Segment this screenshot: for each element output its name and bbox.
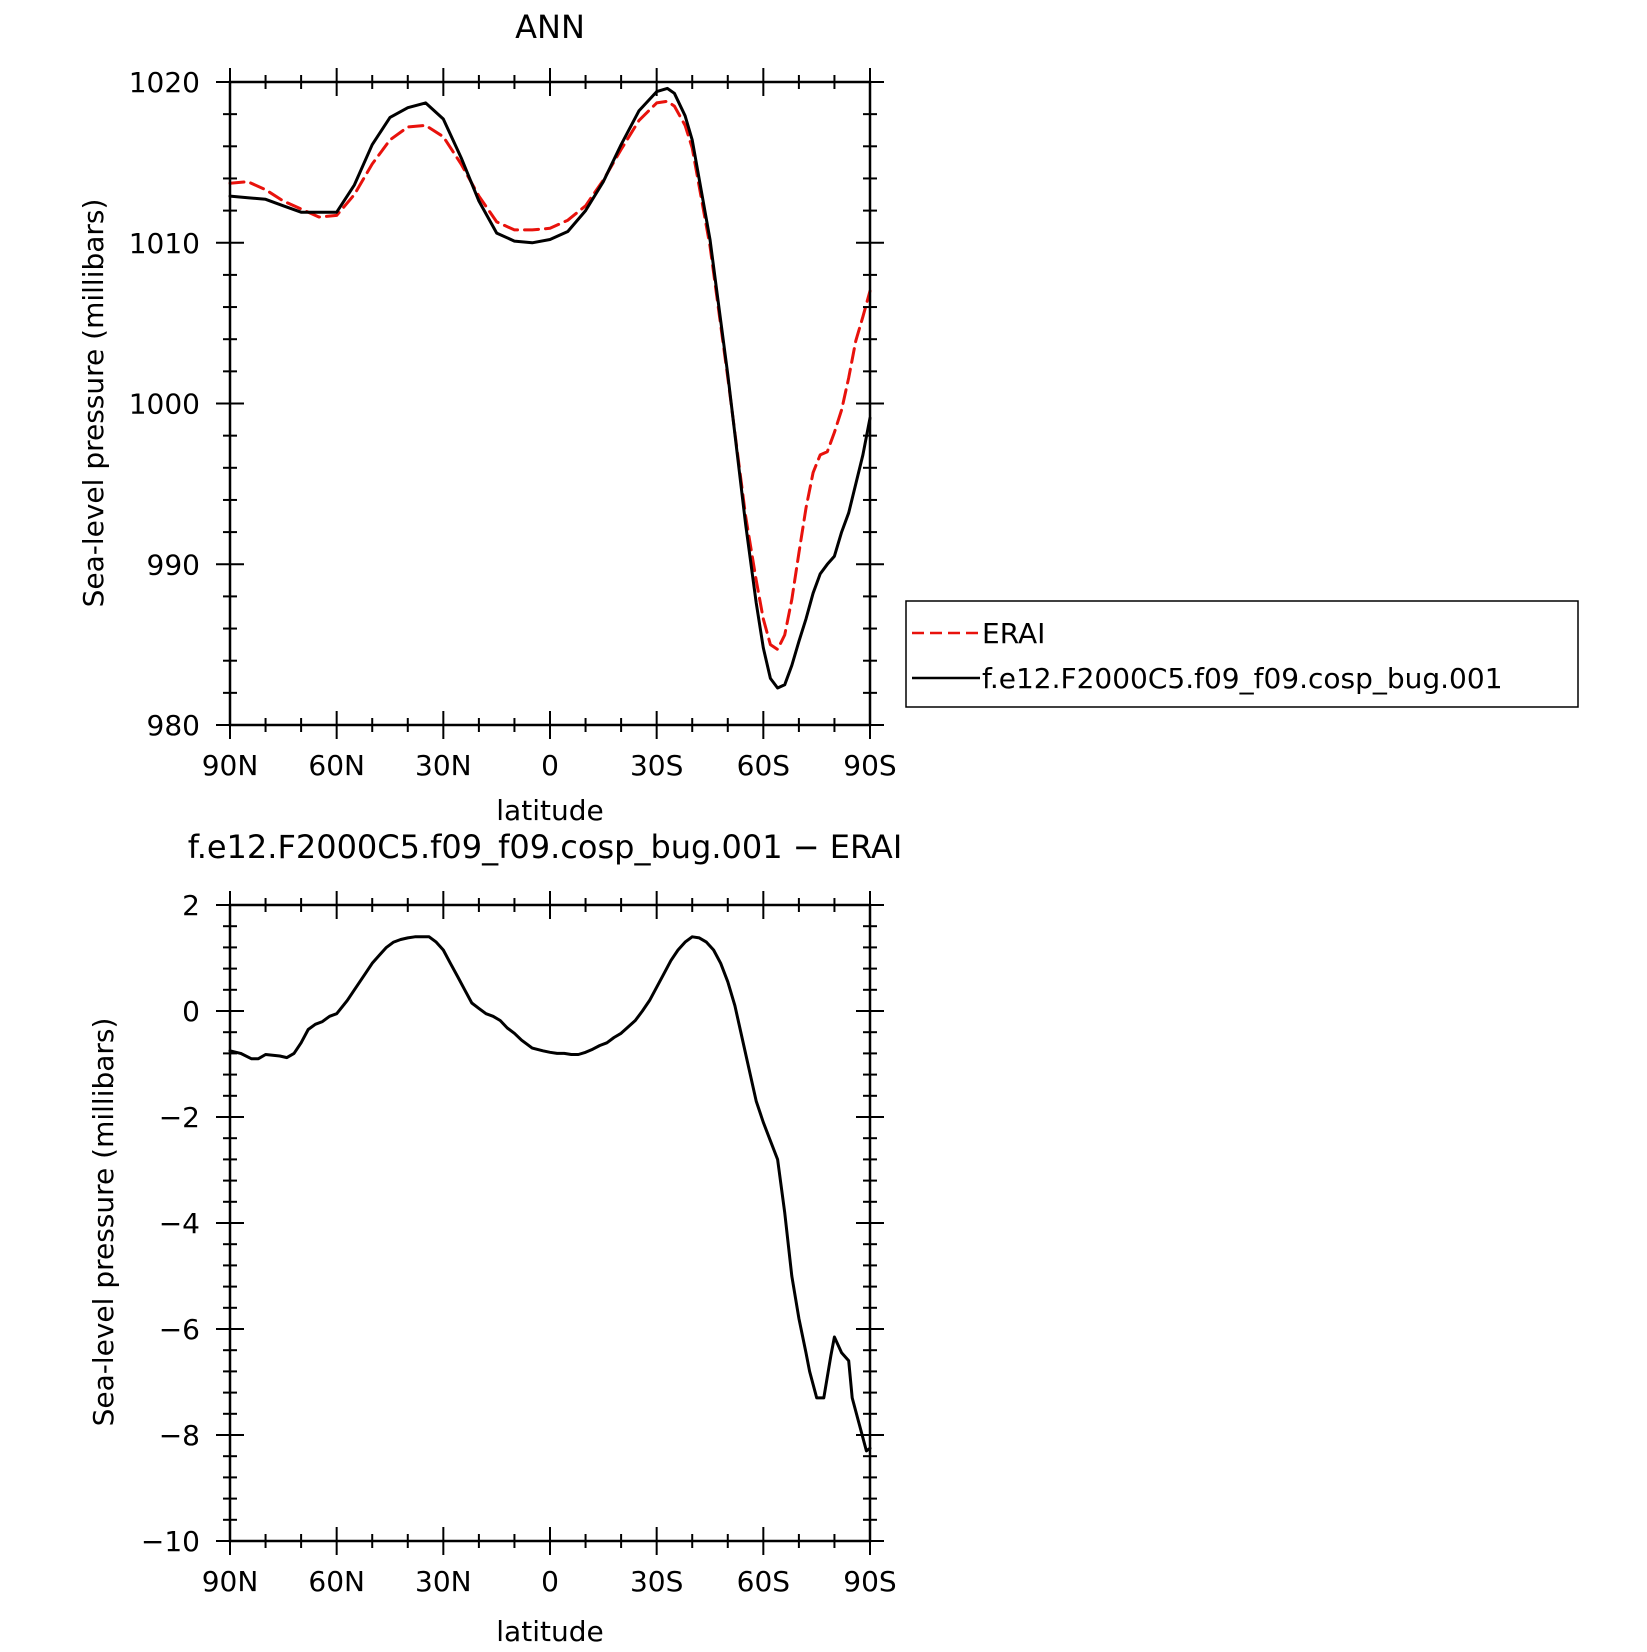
series-line-f-e12-f2000c5-f09-f09-cosp-bug-001 [228,86,872,690]
y-tick-label: 2 [182,889,200,922]
x-tick-label: 60S [737,1565,790,1598]
x-tick-label: 90N [202,749,259,782]
x-tick-label: 30S [630,749,683,782]
top-panel-title: ANN [515,8,585,46]
bottom-panel-x-axis-label: latitude [496,1615,603,1647]
top-panel-frame [228,80,872,727]
legend-label-model: f.e12.F2000C5.f09_f09.cosp_bug.001 [982,662,1503,695]
bottom-panel-y-tick-labels: −10 −8 −6 −4 −2 0 2 [141,889,200,1558]
y-tick-label: 980 [147,709,200,742]
x-tick-label: 30N [415,1565,472,1598]
series-line-difference [228,935,872,1453]
y-tick-label: 0 [182,995,200,1028]
x-tick-label: 90S [843,749,896,782]
y-tick-label: −6 [159,1313,200,1346]
top-panel-lines [228,86,872,690]
x-tick-label: 0 [541,1565,559,1598]
legend-box [905,600,1579,708]
y-tick-label: −8 [159,1419,200,1452]
x-tick-label: 60S [737,749,790,782]
x-tick-label: 60N [308,749,365,782]
bottom-panel-frame [228,903,872,1543]
top-panel-y-tick-labels: 980 990 1000 1010 1020 [129,66,200,742]
legend-label-erai: ERAI [982,617,1045,650]
bottom-panel-x-tick-labels: 90N 60N 30N 0 30S 60S 90S [202,1565,897,1598]
y-tick-label: 1000 [129,388,200,421]
bottom-panel-y-axis-label: Sea-level pressure (millibars) [87,1018,120,1427]
y-tick-label: 1010 [129,227,200,260]
series-line-erai [228,99,872,651]
y-tick-label: 990 [147,548,200,581]
top-panel-y-axis-label: Sea-level pressure (millibars) [77,199,110,608]
bottom-panel-lines [228,935,872,1453]
x-tick-label: 90S [843,1565,896,1598]
x-tick-label: 60N [308,1565,365,1598]
x-tick-label: 0 [541,749,559,782]
x-tick-label: 30S [630,1565,683,1598]
y-tick-label: −4 [159,1207,200,1240]
top-panel-x-axis-label: latitude [496,794,603,827]
y-tick-label: −2 [159,1101,200,1134]
bottom-panel: f.e12.F2000C5.f09_f09.cosp_bug.001 − ERA… [87,828,903,1648]
bottom-panel-title: f.e12.F2000C5.f09_f09.cosp_bug.001 − ERA… [188,828,903,866]
bottom-panel-ticks [216,891,884,1555]
y-tick-label: −10 [141,1525,200,1558]
top-panel-ticks [216,68,884,739]
x-tick-label: 90N [202,1565,259,1598]
top-panel-x-tick-labels: 90N 60N 30N 0 30S 60S 90S [202,749,897,782]
legend: ERAI f.e12.F2000C5.f09_f09.cosp_bug.001 [905,600,1579,708]
x-tick-label: 30N [415,749,472,782]
y-tick-label: 1020 [129,66,200,99]
top-panel: ANN 90N 60N 30N 0 30S 60S 90S 980 990 1000 1010 10… [77,8,1579,827]
